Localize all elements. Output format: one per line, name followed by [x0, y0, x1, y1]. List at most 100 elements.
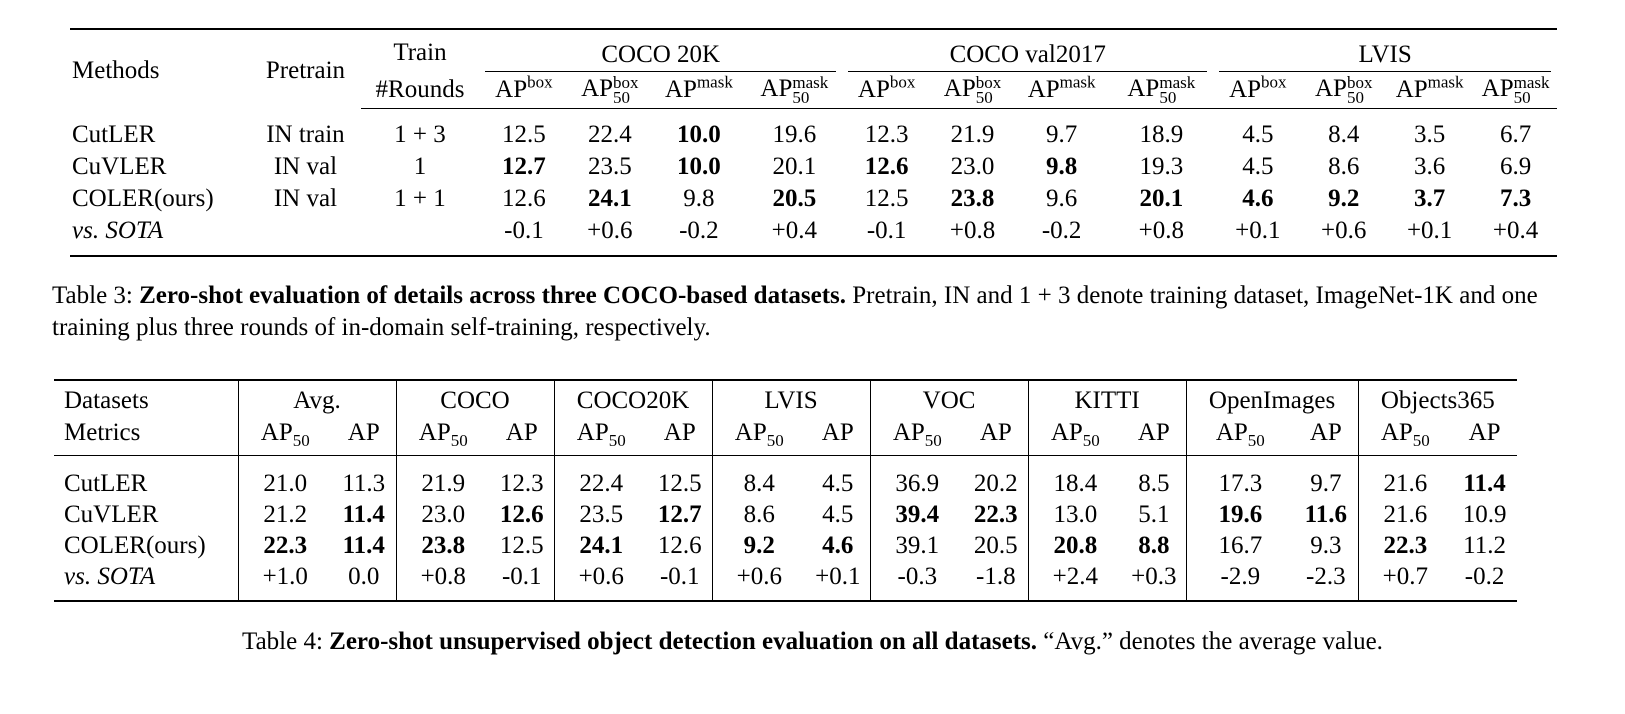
value-cell: +1.0 — [237, 561, 332, 601]
metric-sub: 50 — [1247, 431, 1265, 450]
value-cell: 9.2 — [1328, 185, 1360, 212]
metric-base: AP — [1215, 419, 1248, 446]
method-cell: vs. SOTA — [72, 217, 164, 244]
value-cell: 12.5 — [502, 121, 546, 148]
value-cell: 12.7 — [657, 500, 702, 528]
value-cell: +0.1 — [815, 562, 861, 590]
metric-base: AP — [418, 419, 451, 446]
metric-sup: mask — [792, 73, 829, 93]
value-cell: 12.5 — [499, 531, 544, 559]
table-4-header-row-2: Metrics AP50 AP AP50 AP AP50 AP AP50 AP AP50 AP AP… — [54, 417, 1518, 456]
metric-sub: 50 — [1412, 431, 1430, 450]
metric-base: AP — [1127, 74, 1160, 102]
rounds-cell: 1 — [413, 153, 427, 180]
metric-sub: 50 — [292, 431, 310, 450]
value-cell: 18.9 — [1139, 121, 1184, 148]
value-cell: 18.4 — [1027, 455, 1123, 499]
value-cell: 20.5 — [772, 185, 817, 212]
value-cell: 12.6 — [499, 500, 544, 528]
pretrain-header: Pretrain — [265, 57, 346, 85]
metric-sup: box — [975, 73, 1002, 93]
metric-sup: box — [613, 73, 639, 93]
value-cell: 11.3 — [342, 469, 386, 497]
value-cell: 8.4 — [711, 455, 807, 499]
rounds-header: #Rounds — [360, 72, 480, 109]
metric-base: AP — [1481, 74, 1514, 102]
value-cell: 7.3 — [1499, 185, 1532, 212]
caption-text: “Avg.” denotes the average value. — [1037, 628, 1383, 655]
value-cell: +0.6 — [553, 561, 649, 601]
group-header: LVIS — [711, 380, 871, 417]
value-cell: 9.8 — [1045, 153, 1078, 180]
metric-base: AP — [495, 76, 528, 103]
value-cell: 9.7 — [1310, 469, 1342, 497]
value-cell: +0.1 — [1406, 217, 1453, 244]
value-cell: 19.3 — [1139, 153, 1184, 180]
value-cell: 22.4 — [553, 455, 649, 499]
metric-base: AP — [581, 74, 614, 102]
value-cell: 6.7 — [1499, 121, 1532, 148]
value-cell: 10.0 — [677, 153, 721, 180]
metric-sup: box — [889, 72, 916, 92]
metric-header-ap: AP — [490, 417, 555, 456]
value-cell: 22.3 — [1357, 530, 1453, 561]
value-cell: 12.5 — [864, 185, 909, 212]
metric-base: AP — [1314, 74, 1347, 102]
metric-header: APbox — [479, 72, 569, 109]
value-cell: 21.2 — [237, 499, 332, 530]
metric-header-ap: AP — [806, 417, 871, 456]
value-cell: 9.8 — [683, 185, 715, 212]
value-cell: 12.6 — [657, 531, 702, 559]
metric-sub: 50 — [975, 88, 993, 108]
metric-base: AP — [892, 419, 925, 446]
value-cell: +0.4 — [771, 217, 818, 244]
value-cell: 12.3 — [499, 469, 544, 497]
table-4-caption: Table 4: Zero-shot unsupervised object d… — [0, 626, 1625, 658]
value-cell: 11.4 — [342, 531, 385, 559]
metric-sup: box — [527, 72, 553, 92]
metric-header: APmask — [1385, 72, 1475, 109]
metric-header: AP mask 50 — [746, 72, 843, 109]
value-cell: 8.8 — [1138, 531, 1170, 559]
value-cell: -0.2 — [679, 217, 719, 244]
method-cell: CuVLER — [72, 153, 167, 180]
value-cell: 4.5 — [1242, 121, 1274, 148]
value-cell: 3.7 — [1413, 185, 1446, 212]
metric-scripts: mask 50 — [792, 73, 829, 106]
value-cell: +0.4 — [1492, 217, 1539, 244]
value-cell: 21.0 — [237, 455, 332, 499]
method-cell: COLER(ours) — [72, 185, 214, 212]
metric-scripts: box 50 — [1347, 74, 1373, 106]
rounds-cell: 1 + 3 — [394, 121, 446, 148]
group-header-coco20k: COCO 20K — [479, 29, 842, 72]
metric-sup: mask — [696, 72, 733, 92]
value-cell: 22.4 — [587, 121, 632, 148]
method-cell: vs. SOTA — [64, 562, 156, 590]
group-header: Objects365 — [1357, 380, 1518, 417]
value-cell: 11.2 — [1463, 531, 1506, 559]
metric-scripts: box 50 — [613, 73, 639, 106]
value-cell: 23.0 — [950, 153, 995, 180]
method-cell: CutLER — [72, 120, 156, 148]
value-cell: +0.8 — [1138, 217, 1184, 244]
pretrain-cell — [250, 215, 360, 256]
metric-sub: 50 — [1159, 88, 1177, 108]
value-cell: 21.6 — [1357, 499, 1453, 530]
metric-base: AP — [260, 419, 293, 446]
methods-header: Methods — [72, 57, 160, 85]
datasets-header: Datasets — [64, 387, 149, 414]
metric-sup: mask — [1159, 73, 1196, 93]
group-header: OpenImages — [1185, 380, 1359, 417]
metric-scripts: box 50 — [975, 73, 1002, 108]
metric-header-ap: AP — [648, 417, 713, 456]
metric-header: AP box 50 — [1302, 72, 1386, 109]
value-cell: -0.1 — [659, 562, 700, 590]
value-cell: 4.5 — [822, 500, 854, 528]
table-3-caption: Table 3: Zero-shot evaluation of details… — [52, 280, 1572, 344]
metric-header: AP mask 50 — [1474, 72, 1557, 109]
table-row: CuVLER IN val 1 12.7 23.5 10.0 20.1 12.6 23.0 9.8… — [70, 151, 1557, 183]
metric-base: AP — [576, 419, 609, 446]
value-cell: 24.1 — [553, 530, 649, 561]
metric-base: AP — [1050, 419, 1083, 446]
value-cell: 19.6 — [1185, 499, 1295, 530]
